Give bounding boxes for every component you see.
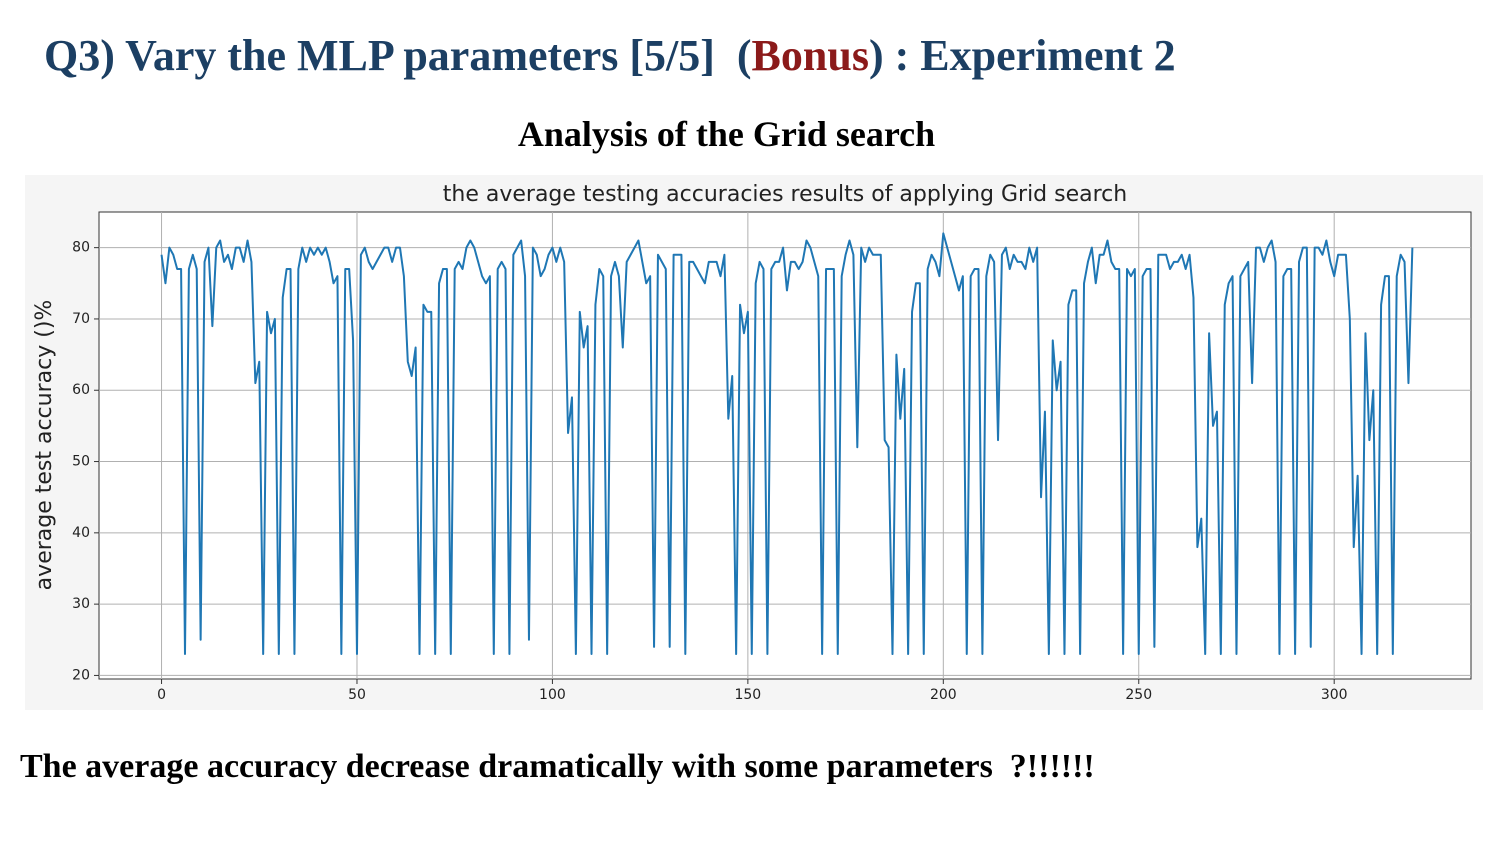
x-tick-label: 100 — [539, 687, 566, 703]
title-text: ) : Experiment 2 — [868, 31, 1176, 80]
y-tick-label: 60 — [72, 382, 90, 398]
x-tick-label: 0 — [157, 687, 166, 703]
plot-area — [98, 211, 1472, 680]
x-tick-label: 150 — [734, 687, 761, 703]
y-tick-label: 80 — [72, 240, 90, 256]
subtitle: Analysis of the Grid search — [517, 114, 936, 154]
y-tick-label: 70 — [72, 311, 90, 327]
title-text: Q3) Vary the MLP parameters [5/5] ( — [44, 31, 752, 80]
x-tick-label: 300 — [1321, 687, 1348, 703]
y-tick-label: 30 — [72, 596, 90, 612]
chart: the average testing accuracies results o… — [25, 175, 1483, 710]
y-tick-label: 40 — [72, 525, 90, 541]
chart-title: the average testing accuracies results o… — [443, 182, 1127, 207]
x-tick-label: 200 — [930, 687, 957, 703]
slide-title: Q3) Vary the MLP parameters [5/5] (Bonus… — [44, 30, 1176, 81]
data-line — [160, 232, 1414, 656]
footer-text: The average accuracy decrease dramatical… — [20, 748, 1095, 785]
title-highlight: Bonus — [751, 31, 869, 80]
y-axis-label: average test accuracy ()% — [32, 300, 57, 591]
x-tick-label: 250 — [1125, 687, 1152, 703]
x-tick-label: 50 — [348, 687, 366, 703]
y-tick-label: 50 — [72, 454, 90, 470]
y-tick-label: 20 — [72, 667, 90, 683]
